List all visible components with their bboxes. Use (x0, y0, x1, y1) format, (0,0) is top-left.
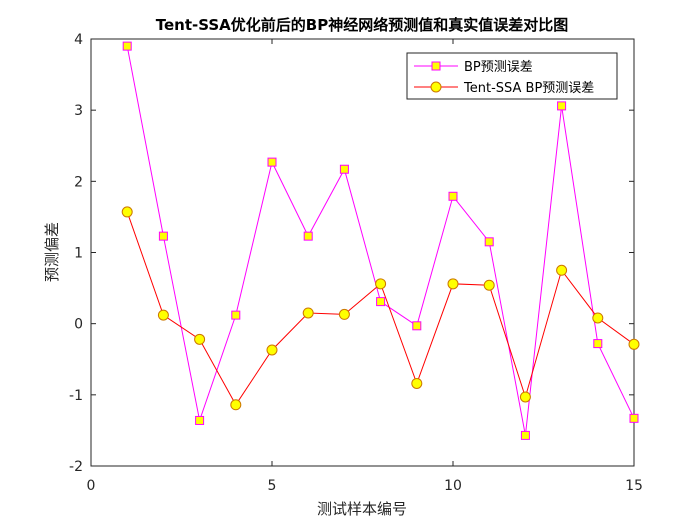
data-point (267, 157, 277, 167)
y-tick-label: 3 (74, 103, 83, 119)
data-point (302, 307, 314, 319)
series-2 (121, 206, 640, 411)
watermark: 天天Matlab @稀土掘金技术社区 (563, 485, 682, 523)
data-point (303, 231, 313, 241)
x-axis: 0 5 10 15 (87, 39, 643, 494)
data-point (230, 399, 242, 411)
data-point (447, 278, 459, 290)
y-tick-label: -1 (69, 388, 83, 404)
x-tick-label: 0 (87, 478, 96, 494)
x-tick-label: 5 (268, 478, 277, 494)
y-tick-label: -2 (69, 459, 83, 475)
plot-frame (90, 38, 635, 467)
series-layer (121, 41, 640, 440)
legend-label-tent-ssa: Tent-SSA BP预测误差 (463, 81, 594, 96)
data-point (195, 415, 205, 425)
legend: BP预测误差 Tent-SSA BP预测误差 (406, 52, 618, 100)
data-point (519, 391, 531, 403)
series-1 (122, 41, 639, 440)
y-tick-label: 4 (74, 32, 83, 48)
data-point (376, 297, 386, 307)
data-point (338, 308, 350, 320)
data-point (121, 206, 133, 218)
chart-title: Tent-SSA优化前后的BP神经网络预测值和真实值误差对比图 (156, 16, 568, 34)
plot-area (90, 38, 635, 467)
data-point (194, 333, 206, 345)
data-point (557, 101, 567, 111)
data-point (375, 278, 387, 290)
data-point (157, 309, 169, 321)
data-point (448, 191, 458, 201)
y-axis-label: 预测偏差 (43, 222, 61, 282)
data-point (483, 279, 495, 291)
data-point (266, 344, 278, 356)
watermark-line1: 天天Matlab (592, 485, 678, 504)
data-point (520, 430, 530, 440)
data-point (122, 41, 132, 51)
data-point (629, 413, 639, 423)
data-point (592, 312, 604, 324)
wechat-logo-icon (563, 485, 588, 503)
legend-marker-bp (431, 61, 441, 71)
y-tick-label: 2 (74, 174, 83, 190)
legend-marker-tent-ssa (430, 81, 442, 93)
watermark-line2: @稀土掘金技术社区 (565, 507, 682, 523)
x-tick-label: 15 (625, 478, 643, 494)
data-point (231, 310, 241, 320)
y-axis: -2 -1 0 1 2 3 4 (69, 32, 634, 475)
data-point (411, 377, 423, 389)
data-point (484, 237, 494, 247)
x-axis-label: 测试样本编号 (317, 500, 407, 518)
data-point (339, 164, 349, 174)
y-tick-label: 0 (74, 317, 83, 333)
legend-box (406, 52, 618, 100)
data-point (556, 264, 568, 276)
data-point (628, 338, 640, 350)
data-point (412, 321, 422, 331)
data-point (593, 339, 603, 349)
x-tick-label: 10 (444, 478, 462, 494)
y-tick-label: 1 (74, 246, 83, 262)
data-point (158, 231, 168, 241)
legend-label-bp: BP预测误差 (464, 60, 533, 75)
